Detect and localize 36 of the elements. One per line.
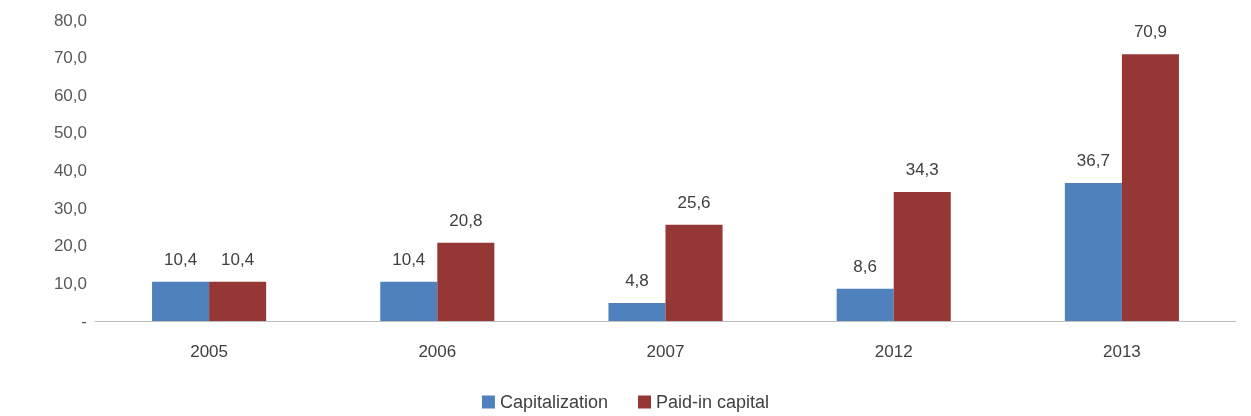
- x-tick-label: 2007: [646, 342, 685, 361]
- bar: [380, 281, 438, 321]
- data-label: 34,3: [905, 159, 939, 179]
- bar: [152, 281, 210, 321]
- data-label: 10,4: [221, 249, 255, 269]
- bar: [893, 191, 951, 321]
- bar: [836, 288, 894, 321]
- y-tick-label: -: [81, 311, 87, 331]
- x-tick-label: 2005: [190, 342, 229, 361]
- y-tick-label: 30,0: [53, 198, 87, 218]
- data-label: 25,6: [677, 192, 711, 212]
- legend-label: Paid-in capital: [656, 392, 770, 412]
- y-tick-label: 20,0: [53, 236, 87, 256]
- y-tick-label: 50,0: [53, 123, 87, 143]
- y-tick-label: 80,0: [53, 10, 87, 30]
- x-tick-label: 2006: [418, 342, 457, 361]
- legend-label: Capitalization: [499, 392, 608, 412]
- bar: [209, 281, 267, 321]
- y-tick-label: 40,0: [53, 161, 87, 180]
- data-label: 10,4: [164, 249, 198, 269]
- y-tick-label: 60,0: [53, 85, 87, 105]
- bar: [1064, 182, 1122, 321]
- data-label: 10,4: [392, 249, 426, 269]
- bar: [665, 224, 723, 321]
- bar: [437, 242, 495, 321]
- bar: [608, 302, 666, 321]
- y-tick-label: 70,0: [53, 48, 87, 68]
- data-label: 4,8: [625, 270, 649, 290]
- x-tick-label: 2012: [874, 342, 913, 361]
- data-label: 70,9: [1133, 22, 1167, 42]
- x-tick-label: 2013: [1102, 342, 1141, 361]
- y-tick-label: 10,0: [53, 273, 87, 293]
- data-label: 8,6: [853, 256, 877, 276]
- data-label: 20,8: [449, 210, 483, 230]
- data-label: 36,7: [1076, 150, 1110, 170]
- bar: [1121, 54, 1179, 321]
